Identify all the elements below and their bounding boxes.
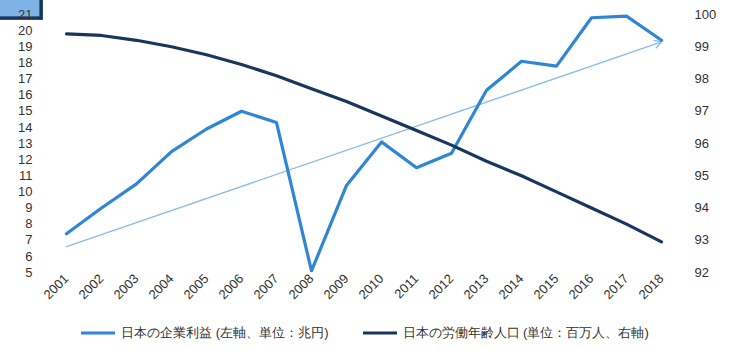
svg-text:2018: 2018 (636, 271, 667, 302)
svg-text:19: 19 (18, 39, 32, 54)
svg-text:95: 95 (695, 168, 709, 183)
svg-text:13: 13 (18, 136, 32, 151)
svg-text:2007: 2007 (251, 271, 282, 302)
svg-text:15: 15 (18, 103, 32, 118)
svg-text:2003: 2003 (111, 271, 142, 302)
svg-text:2017: 2017 (601, 271, 632, 302)
svg-text:21: 21 (18, 7, 32, 22)
svg-text:93: 93 (695, 232, 709, 247)
svg-text:2001: 2001 (41, 271, 72, 302)
svg-text:94: 94 (695, 200, 709, 215)
svg-text:96: 96 (695, 136, 709, 151)
svg-text:9: 9 (25, 200, 32, 215)
svg-text:98: 98 (695, 71, 709, 86)
svg-text:2011: 2011 (391, 271, 421, 301)
svg-text:2016: 2016 (566, 271, 597, 302)
svg-text:2010: 2010 (356, 271, 387, 302)
svg-text:2006: 2006 (216, 271, 247, 302)
html-text:日本の企業利益 (左軸、単位：兆円): 日本の企業利益 (左軸、単位：兆円) (121, 325, 329, 340)
svg-text:100: 100 (695, 7, 717, 22)
svg-text:2015: 2015 (531, 271, 562, 302)
svg-text:8: 8 (25, 216, 32, 231)
svg-text:2005: 2005 (181, 271, 212, 302)
svg-text:10: 10 (18, 184, 32, 199)
svg-text:2013: 2013 (461, 271, 492, 302)
svg-text:92: 92 (695, 265, 709, 280)
html-text:日本の労働年齢人口 (単位：百万人、右軸): 日本の労働年齢人口 (単位：百万人、右軸) (402, 325, 649, 340)
svg-text:17: 17 (18, 71, 32, 86)
svg-text:11: 11 (19, 168, 33, 183)
svg-text:18: 18 (18, 55, 32, 70)
svg-text:16: 16 (18, 87, 32, 102)
svg-text:2012: 2012 (426, 271, 457, 302)
svg-text:2009: 2009 (321, 271, 352, 302)
svg-text:12: 12 (18, 152, 32, 167)
svg-text:5: 5 (25, 265, 32, 280)
svg-text:2014: 2014 (496, 271, 527, 302)
svg-text:2002: 2002 (76, 271, 107, 302)
svg-text:20: 20 (18, 23, 32, 38)
svg-text:14: 14 (18, 120, 32, 135)
svg-text:97: 97 (695, 103, 709, 118)
svg-text:6: 6 (25, 249, 32, 264)
svg-text:7: 7 (25, 232, 32, 247)
svg-text:2004: 2004 (146, 271, 177, 302)
svg-text:2008: 2008 (286, 271, 317, 302)
svg-text:+164%: +164% (584, 107, 634, 124)
svg-text:99: 99 (695, 39, 709, 54)
